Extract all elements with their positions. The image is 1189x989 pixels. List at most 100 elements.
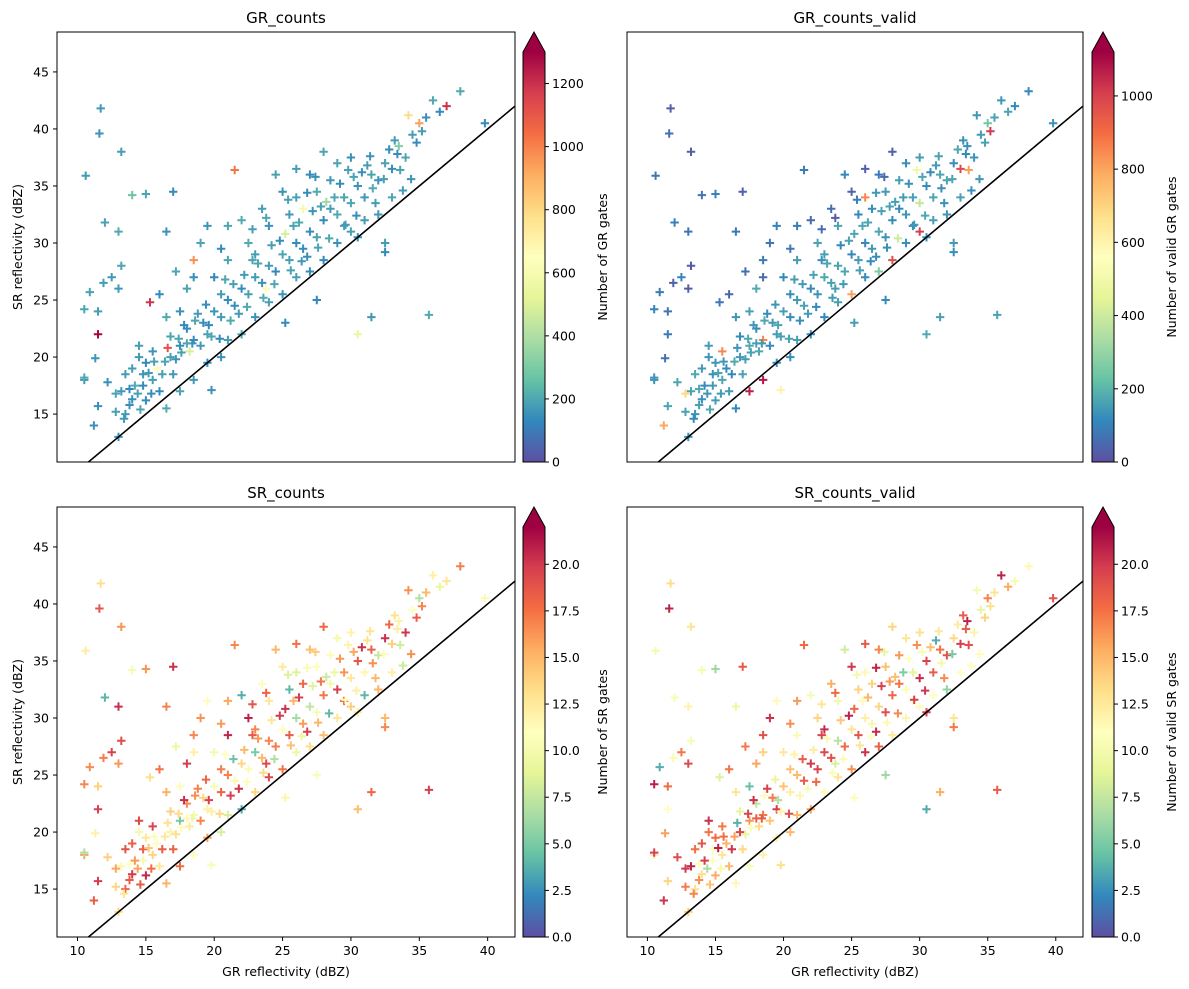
scatter-point — [435, 582, 444, 591]
colorbar-label: Number of valid GR gates — [1164, 176, 1179, 337]
scatter-point — [809, 745, 818, 755]
scatter-point — [326, 204, 335, 213]
plot-frame — [626, 506, 1084, 938]
scatter-point — [147, 389, 156, 398]
scatter-point — [771, 775, 780, 784]
scatter-point — [281, 793, 290, 802]
colorbar-tick-label: 600 — [1121, 235, 1145, 250]
scatter-point — [330, 668, 339, 677]
scatter-point — [346, 227, 356, 236]
scatter-point — [257, 753, 267, 763]
scatter-point — [745, 387, 754, 396]
scatter-point — [704, 352, 713, 362]
scatter-point — [412, 138, 421, 147]
scatter-point — [934, 627, 943, 636]
scatter-point — [119, 889, 129, 898]
scatter-point — [275, 236, 284, 245]
colorbar-tick-label: 400 — [1121, 308, 1145, 323]
scatter-point — [953, 145, 962, 154]
scatter-point — [724, 765, 734, 774]
x-tick-label: 15 — [708, 943, 724, 958]
scatter-point — [990, 588, 999, 597]
scatter-point — [216, 244, 226, 253]
scatter-point — [148, 822, 157, 831]
scatter-point — [360, 193, 369, 202]
scatter-point — [738, 370, 747, 379]
scatter-point — [210, 307, 219, 316]
scatter-point — [975, 174, 984, 184]
scatter-point — [847, 725, 856, 734]
scatter-point — [745, 782, 754, 791]
scatter-point — [91, 829, 100, 838]
scatter-point — [406, 649, 416, 659]
y-tick-label: 35 — [33, 178, 49, 193]
scatter-point — [428, 571, 438, 580]
scatter-point — [404, 111, 413, 120]
scatter-point — [119, 414, 129, 423]
scatter-point — [708, 370, 717, 379]
scatter-point — [193, 784, 202, 793]
scatter-point — [111, 407, 120, 416]
scatter-point — [303, 252, 312, 261]
scatter-point — [344, 640, 353, 650]
scatter-point — [226, 791, 235, 800]
scatter-point — [765, 713, 775, 723]
scatter-point — [677, 748, 686, 757]
scatter-point — [442, 576, 451, 586]
y-tick-label: 45 — [33, 539, 49, 554]
scatter-point — [216, 312, 226, 322]
scatter-point — [149, 357, 159, 366]
scatter-point — [792, 255, 802, 265]
scatter-point — [333, 685, 342, 694]
scatter-point — [863, 693, 873, 702]
scatter-point — [888, 691, 897, 700]
scatter-point — [854, 730, 863, 740]
scatter-point — [286, 266, 295, 275]
scatter-point — [714, 368, 723, 378]
scatter-point — [795, 316, 805, 325]
scatter-point — [111, 864, 120, 873]
scatter-point — [749, 320, 758, 330]
scatter-point — [134, 827, 144, 837]
colorbar-tick-label: 600 — [552, 265, 576, 280]
scatter-point — [281, 229, 290, 239]
scatter-point — [803, 784, 813, 793]
scatter-point — [949, 634, 958, 643]
scatter-point — [874, 742, 883, 751]
scatter-point — [207, 332, 216, 341]
scatter-point — [716, 864, 726, 873]
scatter-point — [237, 759, 246, 768]
scatter-point — [353, 805, 362, 814]
scatter-point — [182, 814, 192, 823]
scatter-point — [700, 856, 709, 865]
scatter-point — [114, 227, 123, 236]
scatter-point — [861, 193, 870, 202]
scatter-point — [312, 187, 321, 196]
scatter-point — [836, 241, 845, 250]
scatter-point — [1010, 576, 1020, 586]
scatter-point — [931, 636, 941, 645]
scatter-point — [158, 845, 167, 854]
scatter-point — [335, 179, 345, 188]
scatter-point — [289, 221, 298, 231]
scatter-point — [888, 255, 897, 265]
scatter-point — [199, 793, 208, 802]
scatter-point — [779, 748, 788, 757]
scatter-point — [822, 734, 832, 743]
scatter-point — [686, 862, 696, 871]
scatter-point — [390, 136, 399, 145]
scatter-point — [133, 864, 142, 873]
scatter-point — [262, 284, 271, 293]
scatter-point — [134, 341, 144, 350]
scatter-point — [684, 284, 693, 293]
scatter-point — [730, 357, 739, 366]
scatter-point — [204, 795, 213, 805]
scatter-point — [316, 202, 326, 211]
scatter-point — [155, 387, 164, 396]
scatter-points — [650, 87, 1058, 442]
scatter-point — [852, 195, 862, 204]
scatter-point — [223, 335, 233, 345]
scatter-point — [387, 639, 397, 649]
scatter-point — [895, 176, 904, 185]
